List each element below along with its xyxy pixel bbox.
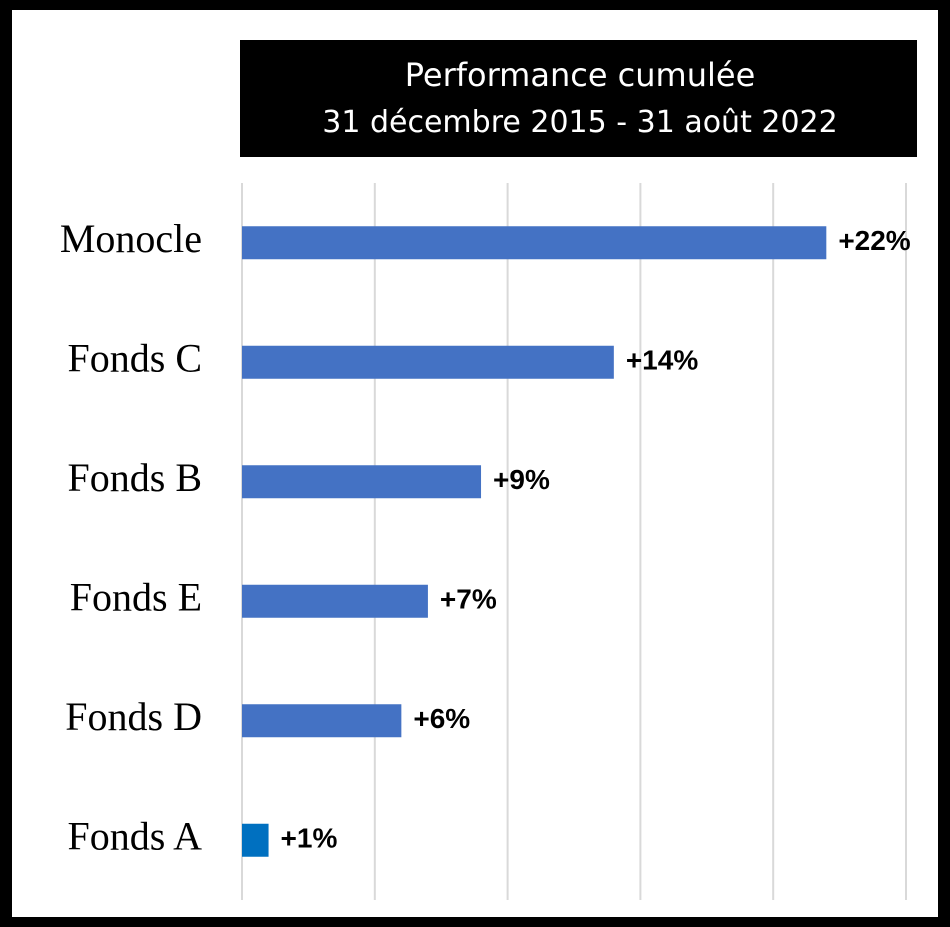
data-label: +6% [413, 703, 470, 734]
y-tick-label: Fonds B [68, 455, 203, 500]
y-tick-label: Fonds D [65, 694, 202, 739]
y-tick-label: Fonds C [68, 335, 203, 380]
bar [242, 465, 482, 499]
bar [242, 345, 614, 379]
bar [242, 823, 269, 857]
data-label: +14% [626, 345, 698, 376]
bar [242, 704, 402, 738]
title-box [240, 40, 917, 157]
data-label: +9% [493, 464, 550, 495]
chart-subtitle: 31 décembre 2015 - 31 août 2022 [322, 105, 837, 140]
background [12, 10, 938, 917]
data-label: +7% [440, 584, 497, 615]
y-tick-label: Fonds E [70, 574, 202, 619]
y-tick-label: Fonds A [68, 813, 203, 858]
y-tick-label: Monocle [60, 216, 202, 261]
data-label: +1% [281, 823, 338, 854]
chart-title: Performance cumulée [405, 56, 756, 94]
bar [242, 584, 428, 618]
bar [242, 226, 827, 260]
data-label: +22% [838, 225, 910, 256]
